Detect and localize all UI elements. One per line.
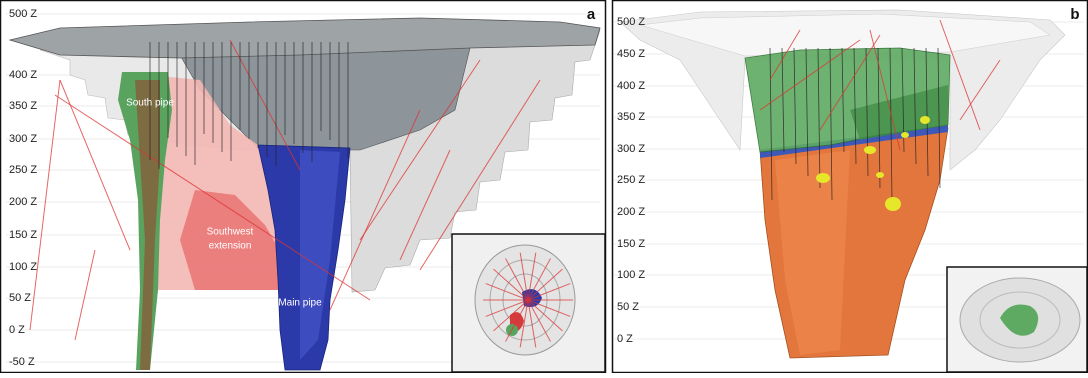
elevation-label: 500 Z bbox=[9, 8, 37, 20]
elevation-label: 350 Z bbox=[617, 111, 645, 123]
shape bbox=[864, 146, 876, 154]
elevation-label: 250 Z bbox=[9, 164, 37, 176]
elevation-label: 400 Z bbox=[9, 69, 37, 81]
panel-label: a bbox=[587, 6, 596, 23]
elevation-label: 50 Z bbox=[617, 301, 639, 313]
elevation-label: 300 Z bbox=[617, 143, 645, 155]
panel-label: b bbox=[1070, 6, 1079, 23]
annotation: Main pipe bbox=[278, 298, 322, 309]
elevation-label: 100 Z bbox=[617, 269, 645, 281]
elevation-label: 400 Z bbox=[617, 80, 645, 92]
panel-b: b 500 Z 450 Z 400 Z 350 Z 300 Z 250 Z 200 Z 150… bbox=[613, 1, 1088, 373]
elevation-label: 0 Z bbox=[9, 324, 25, 336]
figure: a South pipe Southwest extension Main pi… bbox=[0, 0, 1088, 373]
shape bbox=[885, 197, 901, 211]
elevation-label: 350 Z bbox=[9, 100, 37, 112]
elevation-label: -50 Z bbox=[9, 356, 35, 368]
elevation-label: 100 Z bbox=[9, 261, 37, 273]
elevation-label: 50 Z bbox=[9, 292, 31, 304]
shape bbox=[876, 172, 884, 178]
elevation-label: 150 Z bbox=[9, 229, 37, 241]
elevation-label: 450 Z bbox=[617, 48, 645, 60]
annotation: South pipe bbox=[126, 98, 174, 109]
annotation: Southwest bbox=[207, 227, 254, 238]
elevation-label: 0 Z bbox=[617, 333, 633, 345]
elevation-label: 200 Z bbox=[9, 196, 37, 208]
elevation-label: 500 Z bbox=[617, 16, 645, 28]
annotation: extension bbox=[209, 241, 252, 252]
shape bbox=[920, 116, 930, 124]
page: {"panel_a": {"label": "a", "elevations":… bbox=[0, 0, 1088, 373]
elevation-label: 200 Z bbox=[617, 206, 645, 218]
elevation-label: 300 Z bbox=[9, 133, 37, 145]
elevation-label: 150 Z bbox=[617, 238, 645, 250]
shape bbox=[816, 173, 830, 183]
panel-a: a South pipe Southwest extension Main pi… bbox=[1, 1, 606, 373]
elevation-label: 250 Z bbox=[617, 174, 645, 186]
shape bbox=[901, 132, 909, 138]
